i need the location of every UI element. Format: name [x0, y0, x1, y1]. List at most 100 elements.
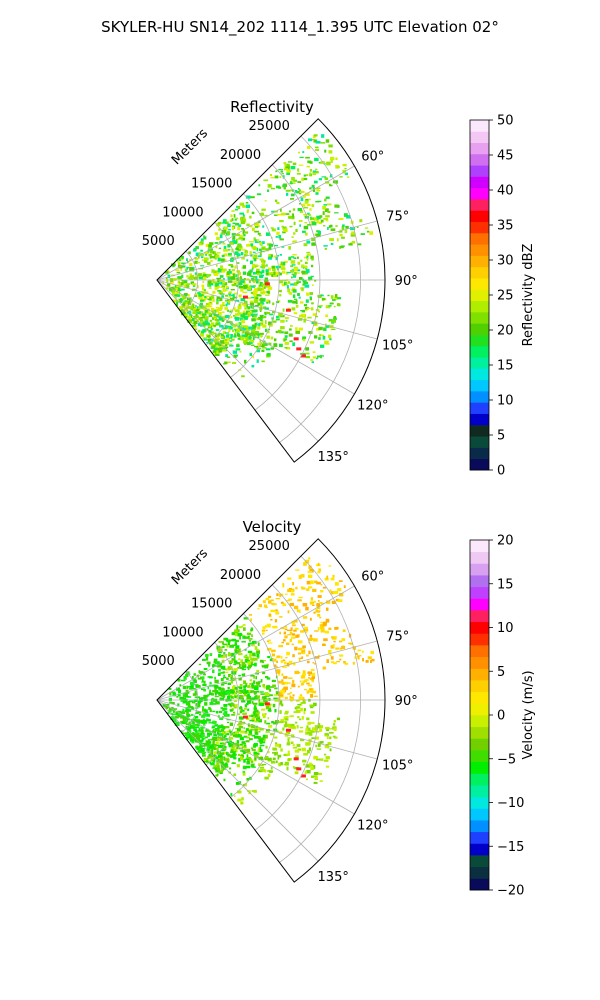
echo-cell: [298, 277, 303, 281]
echo-cell: [270, 347, 274, 350]
echo-cell: [245, 195, 251, 199]
echo-cell: [225, 294, 229, 297]
echo-cell: [279, 594, 282, 598]
echo-cell: [348, 243, 353, 246]
echo-cell: [168, 708, 173, 711]
echo-cell: [243, 284, 248, 289]
echo-cell: [287, 161, 293, 163]
echo-cell: [307, 727, 311, 732]
echo-cell: [227, 695, 231, 700]
echo-cell: [224, 649, 228, 651]
echo-cell: [229, 730, 233, 734]
echo-cell: [217, 322, 221, 324]
echo-cell: [269, 658, 273, 662]
echo-cell: [293, 766, 295, 769]
echo-cell: [182, 303, 186, 307]
echo-cell: [226, 643, 229, 648]
echo-cell: [213, 729, 218, 731]
echo-cell: [336, 238, 339, 242]
echo-cell: [259, 281, 263, 286]
echo-cell: [208, 756, 213, 759]
echo-cell: [276, 655, 281, 658]
echo-cell: [251, 766, 256, 768]
echo-cell: [352, 646, 357, 650]
echo-cell: [320, 355, 322, 359]
echo-cell: [251, 211, 255, 215]
echo-cell: [264, 214, 269, 217]
echo-cell: [239, 692, 243, 694]
echo-cell: [241, 674, 244, 677]
echo-cell: [290, 627, 293, 631]
echo-cell: [259, 332, 264, 335]
echo-cell: [267, 642, 273, 644]
echo-cell: [210, 702, 213, 704]
echo-cell: [228, 294, 233, 297]
echo-cell: [231, 714, 236, 716]
echo-cell: [198, 293, 203, 297]
echo-cell: [236, 344, 240, 348]
echo-cell: [303, 195, 306, 198]
echo-cell: [240, 801, 244, 805]
echo-cell: [264, 320, 267, 324]
echo-cell: [324, 734, 328, 737]
echo-cell: [190, 713, 194, 716]
echo-cell: [216, 350, 219, 355]
echo-cell: [259, 317, 263, 322]
echo-cell: [247, 693, 250, 697]
echo-cell: [212, 747, 217, 749]
echo-cell: [245, 312, 248, 316]
echo-cell: [236, 694, 239, 697]
echo-cell: [214, 272, 219, 276]
echo-cell: [217, 744, 223, 748]
echo-cell: [252, 246, 257, 251]
echo-cell: [253, 751, 258, 755]
echo-cell: [211, 269, 215, 273]
echo-cell: [249, 251, 252, 255]
echo-cell: [230, 316, 233, 319]
echo-cell: [283, 716, 289, 720]
echo-cell: [311, 690, 317, 694]
echo-cell: [296, 281, 302, 283]
echo-cell: [177, 693, 181, 697]
range-ring: [230, 193, 280, 378]
echo-cell: [314, 580, 318, 584]
echo-cell: [235, 639, 239, 643]
echo-cell: [296, 609, 299, 613]
echo-cell: [211, 756, 215, 760]
echo-cell: [319, 616, 322, 619]
echo-cell: [266, 290, 270, 294]
colorbar-segment: [470, 703, 489, 716]
echo-cell: [281, 691, 286, 694]
echo-cell: [174, 296, 177, 299]
echo-cell: [259, 685, 261, 688]
echo-cell: [248, 270, 253, 273]
echo-cell: [215, 685, 219, 689]
echo-cell: [215, 701, 220, 705]
echo-cell: [228, 253, 232, 255]
echo-cell: [258, 704, 263, 706]
echo-cell: [283, 724, 288, 728]
echo-cell: [328, 650, 332, 654]
theta-tick-label: 60°: [361, 149, 384, 164]
echo-cell: [207, 732, 212, 736]
echo-cell: [313, 600, 316, 603]
colorbar-segment: [470, 761, 489, 774]
echo-cell: [292, 654, 295, 658]
echo-cell: [319, 334, 321, 337]
echo-cell: [262, 286, 264, 291]
echo-cell: [241, 700, 246, 703]
echo-cell: [266, 623, 271, 628]
echo-cell: [212, 720, 216, 725]
colorbar-segment: [470, 187, 489, 200]
echo-cell: [175, 712, 181, 716]
echo-cell: [268, 595, 271, 598]
echo-cell: [200, 748, 205, 752]
echo-cell: [280, 267, 286, 270]
echo-cell: [324, 744, 329, 749]
echo-cell: [313, 772, 319, 776]
echo-cell: [215, 254, 220, 258]
echo-cell: [305, 606, 309, 611]
echo-cell: [220, 665, 226, 670]
echo-cell: [305, 198, 309, 202]
echo-cell: [272, 757, 276, 761]
